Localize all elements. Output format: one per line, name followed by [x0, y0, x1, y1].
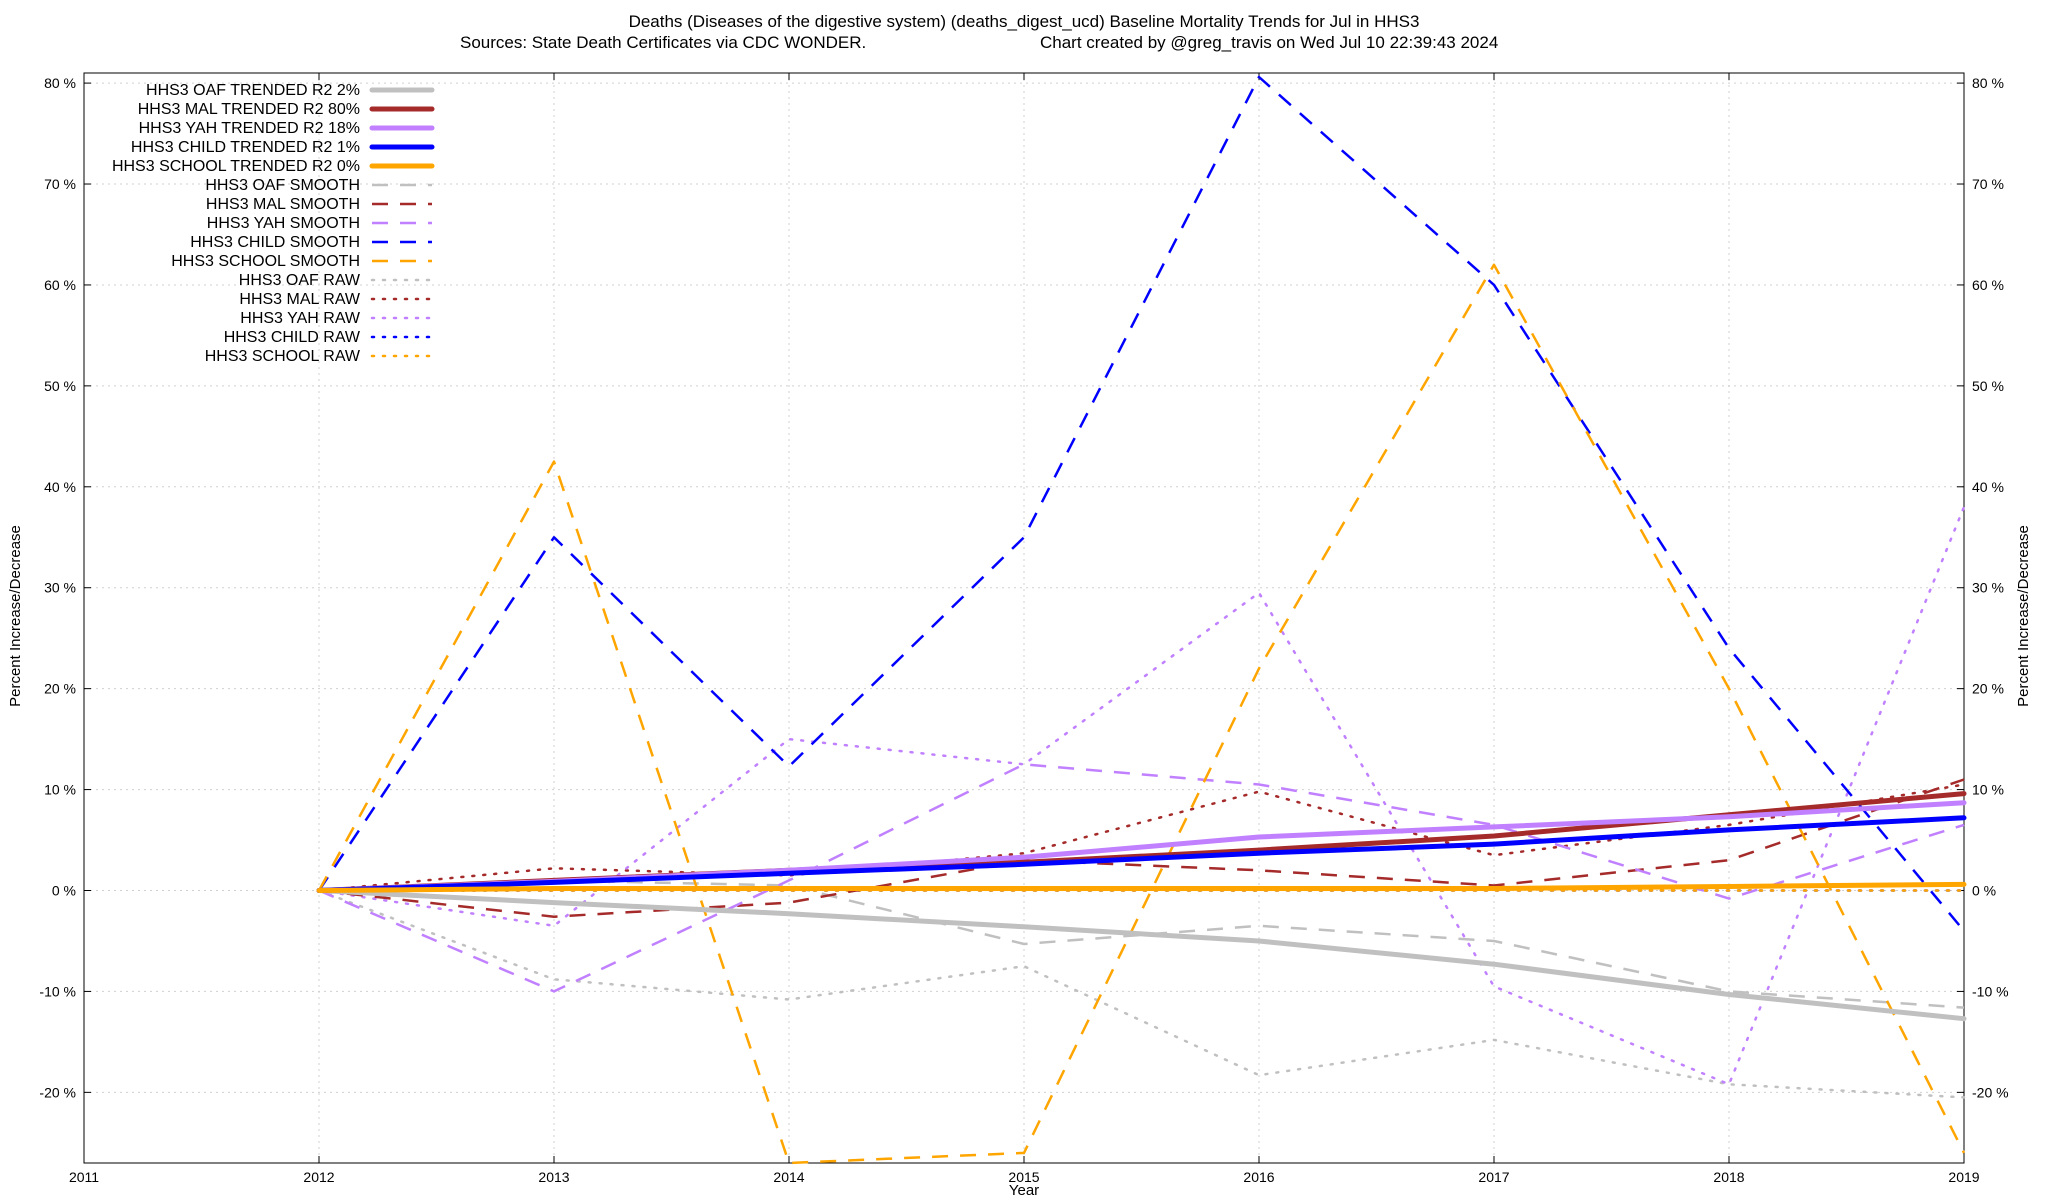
legend-label: HHS3 CHILD TRENDED R2 1%	[131, 139, 360, 156]
y-tick-label-left: -20 %	[39, 1084, 76, 1100]
legend-label: HHS3 MAL TRENDED R2 80%	[138, 101, 360, 118]
y-tick-label-right: 10 %	[1972, 782, 2004, 798]
series-line-hhs3-mal-trended-r2	[316, 791, 1967, 893]
series-line-hhs3-school-smooth	[317, 263, 1966, 1165]
series-line-hhs3-mal-smooth	[318, 778, 1965, 918]
y-tick-label-right: -20 %	[1972, 1084, 2009, 1100]
series-line-hhs3-oaf-trended-r2	[316, 888, 1967, 1022]
x-tick-label: 2011	[69, 1169, 99, 1185]
axes: -20 % -20 % -10 % -10 % 0 % 0 % 10 % 10 % 20 % 20…	[39, 72, 2009, 1185]
y-tick-label-right: 20 %	[1972, 681, 2004, 697]
x-tick-label: 2014	[773, 1169, 804, 1185]
x-tick-label: 2015	[1008, 1169, 1039, 1185]
y-tick-label-left: 60 %	[44, 277, 76, 293]
legend-label: HHS3 SCHOOL TRENDED R2 0%	[112, 158, 360, 175]
series-lines	[316, 75, 1967, 1165]
y-tick-label-left: 80 %	[44, 75, 76, 91]
y-tick-label-left: 0 %	[52, 883, 76, 899]
legend: HHS3 OAF TRENDED R2 2% HHS3 MAL TRENDED R…	[112, 82, 435, 365]
series-line-hhs3-yah-trended-r2	[316, 800, 1967, 893]
legend-label: HHS3 OAF TRENDED R2 2%	[146, 82, 360, 99]
legend-label: HHS3 OAF RAW	[239, 272, 361, 289]
y-tick-label-left: 30 %	[44, 580, 76, 596]
series-line-hhs3-oaf-raw	[317, 889, 1966, 1099]
x-tick-label: 2012	[303, 1169, 334, 1185]
y-tick-label-left: 20 %	[44, 681, 76, 697]
series-line-hhs3-child-smooth	[317, 75, 1965, 932]
chart-title: Deaths (Diseases of the digestive system…	[460, 12, 1498, 52]
legend-label: HHS3 CHILD RAW	[224, 329, 361, 346]
series-line-hhs3-school-trended-r2	[316, 881, 1967, 893]
y-axis-label-left: Percent Increase/Decrease	[7, 525, 24, 707]
series-line-hhs3-yah-raw	[317, 505, 1966, 1086]
legend-label: HHS3 YAH SMOOTH	[207, 215, 360, 232]
chart-credit-text: Chart created by @greg_travis on Wed Jul…	[1040, 33, 1498, 52]
legend-label: HHS3 SCHOOL RAW	[205, 348, 361, 365]
legend-label: HHS3 SCHOOL SMOOTH	[171, 253, 360, 270]
y-tick-label-left: 50 %	[44, 378, 76, 394]
y-tick-label-right: 80 %	[1972, 75, 2004, 91]
x-axis-label: Year	[1009, 1182, 1039, 1199]
x-tick-label: 2019	[1948, 1169, 1979, 1185]
x-tick-label: 2016	[1243, 1169, 1274, 1185]
y-axis-label-right: Percent Increase/Decrease	[2015, 525, 2032, 707]
legend-label: HHS3 OAF SMOOTH	[205, 177, 360, 194]
chart-title-line1: Deaths (Diseases of the digestive system…	[629, 12, 1420, 31]
y-tick-label-left: 10 %	[44, 782, 76, 798]
y-tick-label-right: 0 %	[1972, 883, 1996, 899]
y-tick-label-right: 50 %	[1972, 378, 2004, 394]
y-tick-label-right: 30 %	[1972, 580, 2004, 596]
y-tick-label-right: 60 %	[1972, 277, 2004, 293]
legend-label: HHS3 CHILD SMOOTH	[190, 234, 360, 251]
x-tick-label: 2018	[1713, 1169, 1744, 1185]
series-line-hhs3-oaf-smooth	[318, 879, 1965, 1009]
legend-label: HHS3 MAL RAW	[239, 291, 361, 308]
y-tick-label-left: 40 %	[44, 479, 76, 495]
x-tick-label: 2013	[538, 1169, 569, 1185]
chart-source-text: Sources: State Death Certificates via CD…	[460, 33, 866, 52]
legend-label: HHS3 MAL SMOOTH	[206, 196, 360, 213]
x-tick-label: 2017	[1478, 1169, 1509, 1185]
y-tick-label-left: -10 %	[39, 983, 76, 999]
y-tick-label-right: -10 %	[1972, 983, 2009, 999]
y-tick-label-right: 70 %	[1972, 176, 2004, 192]
legend-label: HHS3 YAH TRENDED R2 18%	[139, 120, 360, 137]
series-line-hhs3-child-trended-r2	[316, 815, 1967, 893]
legend-label: HHS3 YAH RAW	[240, 310, 361, 327]
series-line-hhs3-mal-raw	[317, 783, 1966, 892]
y-tick-label-left: 70 %	[44, 176, 76, 192]
grid	[83, 73, 1965, 1163]
y-tick-label-right: 40 %	[1972, 479, 2004, 495]
